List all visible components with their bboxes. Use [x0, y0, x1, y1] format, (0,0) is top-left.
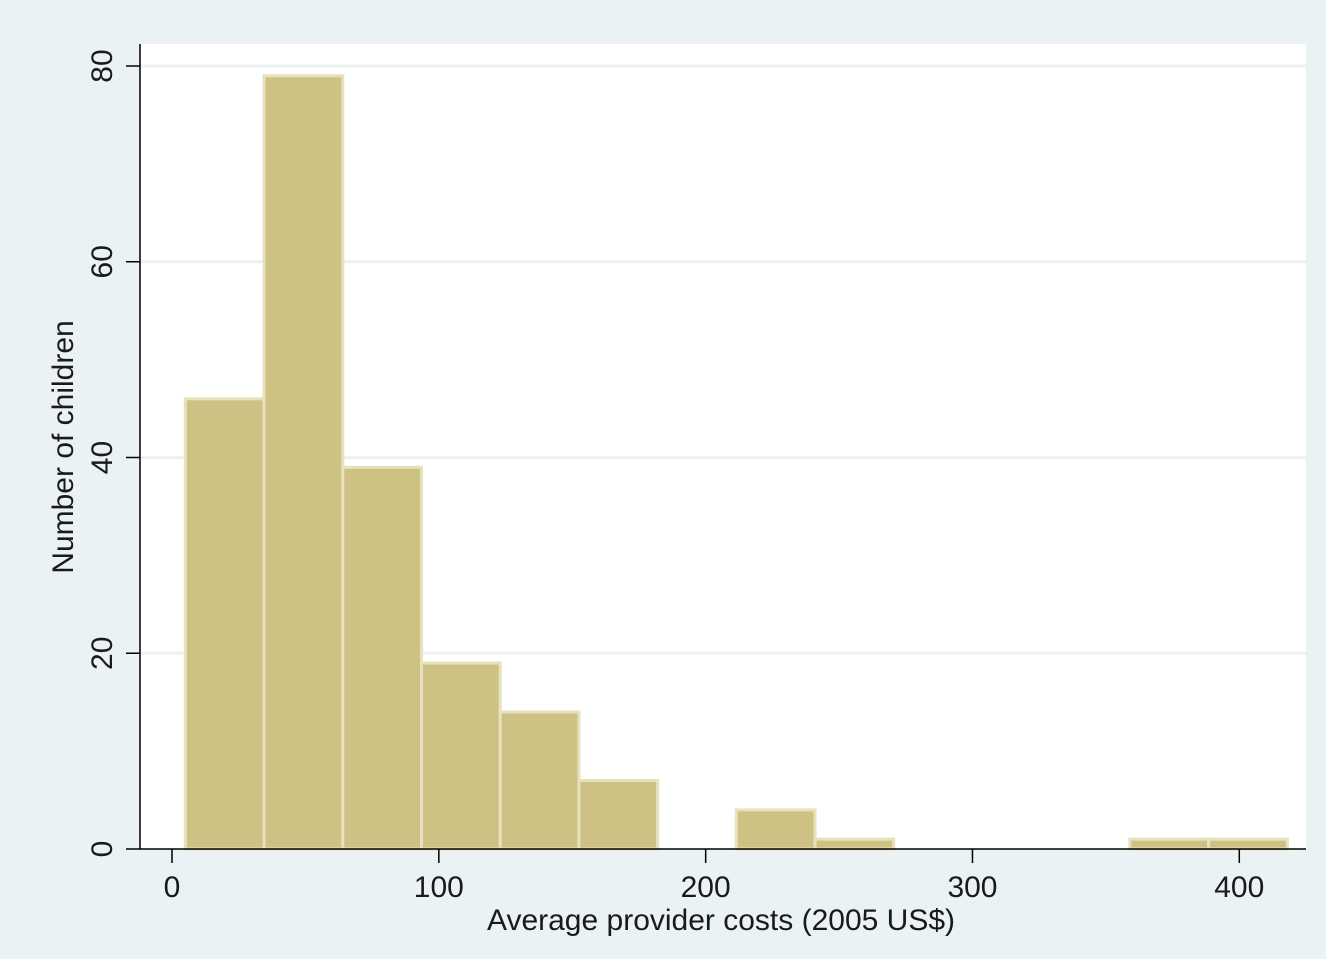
- histogram-bar: [1128, 837, 1211, 851]
- x-tick-label: 300: [947, 871, 997, 904]
- histogram-bar: [183, 397, 266, 851]
- histogram-bar: [577, 778, 660, 851]
- x-tick-label: 400: [1214, 871, 1264, 904]
- y-tick-label: 80: [86, 49, 119, 82]
- x-ticks: 0 100 200 300 400: [164, 849, 1264, 904]
- y-tick-label: 40: [86, 441, 119, 474]
- histogram-bar: [498, 710, 581, 851]
- histogram-bar: [813, 837, 896, 851]
- x-tick-label: 100: [414, 871, 464, 904]
- histogram-bar: [734, 808, 817, 851]
- y-axis-label: Number of children: [47, 320, 80, 573]
- y-ticks: 0 20 40 60 80: [86, 49, 140, 857]
- histogram-bar: [341, 465, 423, 851]
- y-tick-label: 0: [86, 841, 119, 858]
- histogram-bar: [1207, 837, 1289, 851]
- x-tick-label: 200: [681, 871, 731, 904]
- axes: [139, 44, 1306, 850]
- x-axis-label: Average provider costs (2005 US$): [487, 904, 955, 937]
- histogram-bar: [262, 74, 345, 851]
- histogram-bar: [419, 661, 502, 851]
- y-tick-label: 20: [86, 637, 119, 670]
- x-tick-label: 0: [164, 871, 181, 904]
- y-tick-label: 60: [86, 245, 119, 278]
